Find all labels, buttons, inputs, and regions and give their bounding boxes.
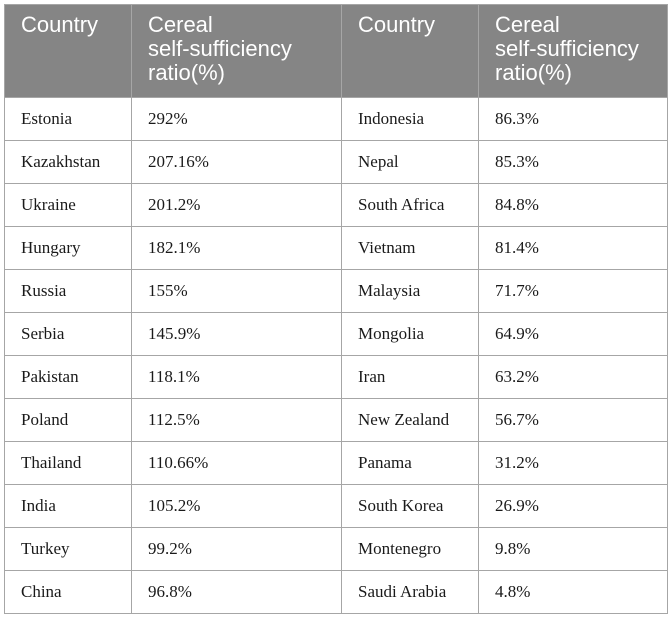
ratio-cell: 96.8%: [131, 570, 342, 614]
header-line: ratio(%): [495, 60, 573, 85]
header-line: Cereal: [495, 12, 560, 37]
cereal-self-sufficiency-table: Country Cereal self-sufficiency ratio(%)…: [4, 4, 668, 614]
ratio-cell: 292%: [131, 97, 342, 141]
table-row: Ukraine 201.2% South Africa 84.8%: [4, 183, 668, 227]
ratio-cell: 99.2%: [131, 527, 342, 571]
country-cell: Panama: [341, 441, 479, 485]
header-line: self-sufficiency: [495, 36, 639, 61]
country-cell: Thailand: [4, 441, 132, 485]
ratio-cell: 71.7%: [478, 269, 668, 313]
country-cell: Hungary: [4, 226, 132, 270]
ratio-cell: 118.1%: [131, 355, 342, 399]
ratio-cell: 26.9%: [478, 484, 668, 528]
ratio-cell: 112.5%: [131, 398, 342, 442]
header-line: Country: [358, 12, 436, 37]
country-cell: Saudi Arabia: [341, 570, 479, 614]
table-row: India 105.2% South Korea 26.9%: [4, 484, 668, 528]
header-line: Country: [21, 12, 99, 37]
country-cell: Montenegro: [341, 527, 479, 571]
ratio-cell: 201.2%: [131, 183, 342, 227]
country-cell: Poland: [4, 398, 132, 442]
ratio-cell: 86.3%: [478, 97, 668, 141]
table-row: Thailand 110.66% Panama 31.2%: [4, 441, 668, 485]
header-ratio-left: Cereal self-sufficiency ratio(%): [131, 4, 342, 98]
ratio-cell: 105.2%: [131, 484, 342, 528]
country-cell: Russia: [4, 269, 132, 313]
table-row: China 96.8% Saudi Arabia 4.8%: [4, 570, 668, 614]
ratio-cell: 85.3%: [478, 140, 668, 184]
country-cell: New Zealand: [341, 398, 479, 442]
ratio-cell: 4.8%: [478, 570, 668, 614]
country-cell: Kazakhstan: [4, 140, 132, 184]
ratio-cell: 182.1%: [131, 226, 342, 270]
ratio-cell: 84.8%: [478, 183, 668, 227]
country-cell: Vietnam: [341, 226, 479, 270]
table-row: Poland 112.5% New Zealand 56.7%: [4, 398, 668, 442]
table-row: Kazakhstan 207.16% Nepal 85.3%: [4, 140, 668, 184]
country-cell: Turkey: [4, 527, 132, 571]
country-cell: Ukraine: [4, 183, 132, 227]
country-cell: China: [4, 570, 132, 614]
ratio-cell: 81.4%: [478, 226, 668, 270]
header-ratio-right: Cereal self-sufficiency ratio(%): [478, 4, 668, 98]
ratio-cell: 64.9%: [478, 312, 668, 356]
country-cell: Serbia: [4, 312, 132, 356]
header-country-left: Country: [4, 4, 132, 98]
table-row: Turkey 99.2% Montenegro 9.8%: [4, 527, 668, 571]
ratio-cell: 110.66%: [131, 441, 342, 485]
ratio-cell: 63.2%: [478, 355, 668, 399]
ratio-cell: 31.2%: [478, 441, 668, 485]
table-row: Hungary 182.1% Vietnam 81.4%: [4, 226, 668, 270]
header-line: Cereal: [148, 12, 213, 37]
table-header: Country Cereal self-sufficiency ratio(%)…: [4, 4, 668, 98]
table-row: Serbia 145.9% Mongolia 64.9%: [4, 312, 668, 356]
ratio-cell: 145.9%: [131, 312, 342, 356]
country-cell: India: [4, 484, 132, 528]
table-row: Estonia 292% Indonesia 86.3%: [4, 97, 668, 141]
country-cell: Indonesia: [341, 97, 479, 141]
country-cell: South Africa: [341, 183, 479, 227]
country-cell: Mongolia: [341, 312, 479, 356]
country-cell: Iran: [341, 355, 479, 399]
ratio-cell: 56.7%: [478, 398, 668, 442]
table-row: Pakistan 118.1% Iran 63.2%: [4, 355, 668, 399]
ratio-cell: 207.16%: [131, 140, 342, 184]
country-cell: South Korea: [341, 484, 479, 528]
table-row: Russia 155% Malaysia 71.7%: [4, 269, 668, 313]
country-cell: Malaysia: [341, 269, 479, 313]
table-body: Estonia 292% Indonesia 86.3% Kazakhstan 207.1…: [4, 97, 668, 614]
country-cell: Pakistan: [4, 355, 132, 399]
country-cell: Estonia: [4, 97, 132, 141]
country-cell: Nepal: [341, 140, 479, 184]
header-line: ratio(%): [148, 60, 226, 85]
header-line: self-sufficiency: [148, 36, 292, 61]
ratio-cell: 9.8%: [478, 527, 668, 571]
header-row: Country Cereal self-sufficiency ratio(%)…: [4, 4, 668, 98]
ratio-cell: 155%: [131, 269, 342, 313]
header-country-right: Country: [341, 4, 479, 98]
